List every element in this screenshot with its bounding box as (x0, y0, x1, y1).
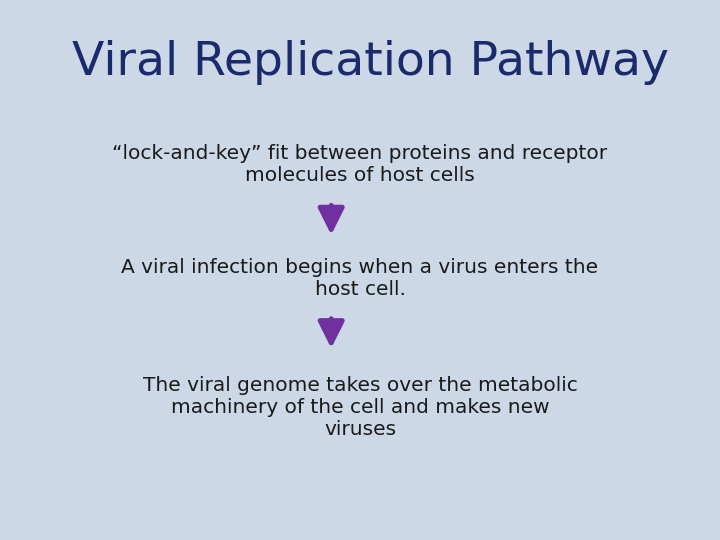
Text: A viral infection begins when a virus enters the
host cell.: A viral infection begins when a virus en… (122, 258, 598, 299)
Text: “lock-and-key” fit between proteins and receptor
molecules of host cells: “lock-and-key” fit between proteins and … (112, 144, 608, 185)
Text: Viral Replication Pathway: Viral Replication Pathway (72, 39, 669, 85)
Text: The viral genome takes over the metabolic
machinery of the cell and makes new
vi: The viral genome takes over the metaboli… (143, 376, 577, 439)
